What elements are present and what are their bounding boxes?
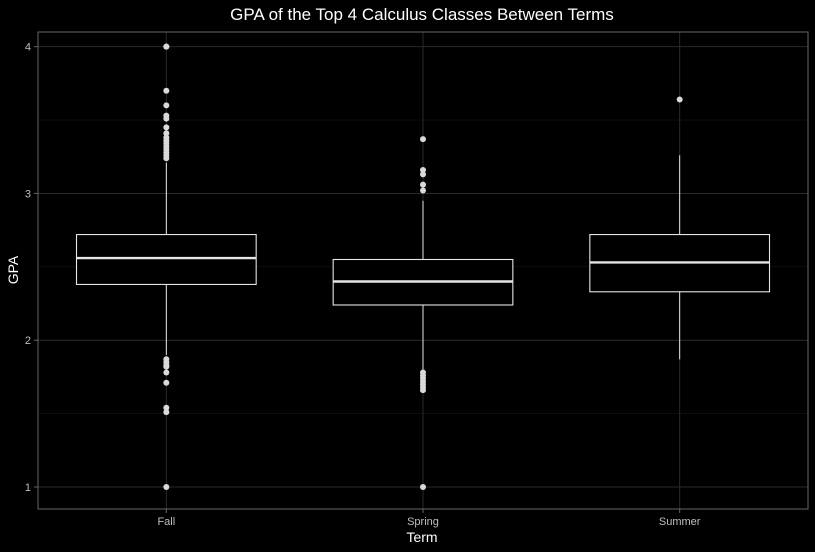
outlier-point (163, 369, 170, 376)
outlier-point (163, 124, 170, 131)
y-axis-title: GPA (5, 255, 21, 284)
x-tick-label: Summer (659, 516, 701, 528)
outlier-point (163, 115, 170, 122)
box-fall (75, 43, 257, 490)
outlier-point (163, 409, 170, 416)
outlier-point (163, 87, 170, 94)
outlier-point (163, 43, 170, 50)
box-summer (589, 96, 771, 360)
y-tick-label: 4 (25, 42, 31, 54)
outlier-point (420, 171, 426, 178)
y-tick-label: 2 (25, 335, 31, 347)
outlier-point (163, 404, 170, 411)
outlier-point (163, 483, 170, 490)
outlier-point (420, 166, 426, 173)
outlier-point (163, 379, 170, 386)
outlier-point (163, 363, 170, 370)
outlier-point (420, 181, 426, 188)
outlier-point (420, 483, 426, 490)
outlier-point (420, 187, 426, 194)
chart-title: GPA of the Top 4 Calculus Classes Betwee… (230, 5, 614, 24)
outlier-point (163, 102, 170, 109)
y-tick-label: 3 (25, 188, 31, 200)
outlier-point (676, 96, 683, 103)
outlier-point (163, 130, 170, 137)
x-axis-title: Term (406, 529, 437, 545)
iqr-box (75, 233, 257, 285)
x-tick-label: Spring (407, 516, 439, 528)
outlier-point (163, 155, 170, 162)
y-tick-label: 1 (25, 482, 31, 494)
outlier-point (420, 387, 426, 394)
box-spring (332, 136, 514, 490)
x-tick-label: Fall (157, 516, 175, 528)
x-axis: Fall Spring Summer (157, 509, 701, 528)
boxes (75, 43, 771, 490)
y-axis: 1 2 3 4 (25, 42, 38, 494)
outlier-point (420, 136, 426, 143)
